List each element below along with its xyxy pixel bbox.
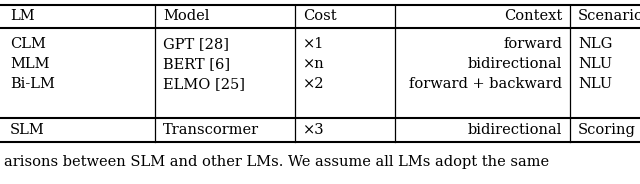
Text: arisons between SLM and other LMs. We assume all LMs adopt the same: arisons between SLM and other LMs. We as… bbox=[4, 155, 549, 169]
Text: forward + backward: forward + backward bbox=[409, 77, 562, 91]
Text: ×3: ×3 bbox=[303, 123, 324, 137]
Text: ×2: ×2 bbox=[303, 77, 324, 91]
Text: Context: Context bbox=[504, 9, 562, 23]
Text: CLM: CLM bbox=[10, 37, 46, 51]
Text: Transcormer: Transcormer bbox=[163, 123, 259, 137]
Text: SLM: SLM bbox=[10, 123, 45, 137]
Text: LM: LM bbox=[10, 9, 35, 23]
Text: Bi-LM: Bi-LM bbox=[10, 77, 55, 91]
Text: forward: forward bbox=[503, 37, 562, 51]
Text: NLG: NLG bbox=[578, 37, 612, 51]
Text: bidirectional: bidirectional bbox=[468, 57, 562, 71]
Text: bidirectional: bidirectional bbox=[468, 123, 562, 137]
Text: Model: Model bbox=[163, 9, 209, 23]
Text: ×n: ×n bbox=[303, 57, 324, 71]
Text: ×1: ×1 bbox=[303, 37, 324, 51]
Text: MLM: MLM bbox=[10, 57, 49, 71]
Text: BERT [6]: BERT [6] bbox=[163, 57, 230, 71]
Text: ELMO [25]: ELMO [25] bbox=[163, 77, 245, 91]
Text: GPT [28]: GPT [28] bbox=[163, 37, 229, 51]
Text: NLU: NLU bbox=[578, 57, 612, 71]
Text: NLU: NLU bbox=[578, 77, 612, 91]
Text: Cost: Cost bbox=[303, 9, 337, 23]
Text: Scenario: Scenario bbox=[578, 9, 640, 23]
Text: Scoring: Scoring bbox=[578, 123, 636, 137]
